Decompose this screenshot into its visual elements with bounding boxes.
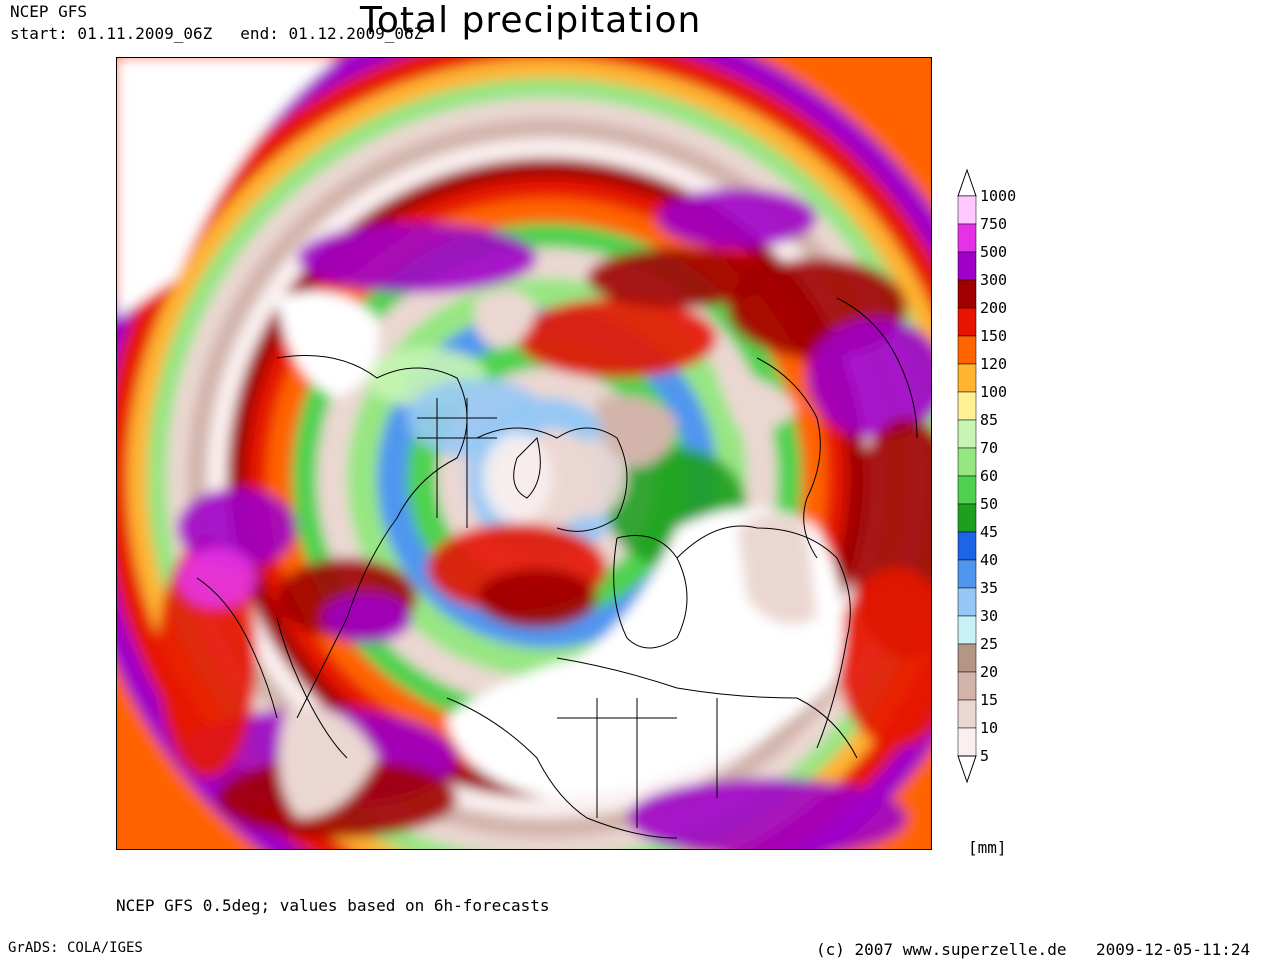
map-title: Total precipitation — [360, 0, 702, 41]
legend-label: 100 — [980, 383, 1007, 401]
legend-swatch — [957, 223, 977, 253]
legend-label: 500 — [980, 243, 1007, 261]
dry-region-south — [279, 706, 377, 818]
legend-swatch — [957, 699, 977, 729]
end-time: end: 01.12.2009_06Z — [240, 24, 424, 43]
coastline — [676, 525, 851, 749]
dry-region-pacific — [277, 291, 379, 398]
dry-corner — [117, 58, 337, 318]
legend-unit: [mm] — [968, 838, 1007, 857]
legend-label: 45 — [980, 523, 998, 541]
legend-label: 120 — [980, 355, 1007, 373]
legend-label: 60 — [980, 467, 998, 485]
legend-label: 50 — [980, 495, 998, 513]
legend-label: 35 — [980, 579, 998, 597]
legend-swatch — [957, 419, 977, 449]
coastlines — [196, 297, 918, 839]
legend-label: 10 — [980, 719, 998, 737]
legend-label: 40 — [980, 551, 998, 569]
start-time: start: 01.11.2009_06Z — [10, 24, 213, 43]
coastline — [613, 535, 688, 649]
legend-label: 200 — [980, 299, 1007, 317]
coastline — [417, 398, 497, 528]
legend-swatch — [957, 615, 977, 645]
timestamp: 2009-12-05-11:24 — [1096, 940, 1251, 959]
precip-cell — [517, 298, 717, 378]
precip-cell — [657, 188, 817, 248]
legend-swatch — [957, 503, 977, 533]
legend-swatch — [957, 195, 977, 225]
coastline — [556, 657, 858, 759]
legend-label: 1000 — [980, 187, 1016, 205]
legend-label: 15 — [980, 691, 998, 709]
legend-swatch — [957, 727, 977, 757]
legend-swatch — [957, 251, 977, 281]
legend-swatch — [957, 559, 977, 589]
legend-label: 85 — [980, 411, 998, 429]
copyright: (c) 2007 www.superzelle.de — [816, 940, 1067, 959]
legend-swatch — [957, 475, 977, 505]
legend-label: 300 — [980, 271, 1007, 289]
coastline — [276, 617, 348, 759]
legend-label: 30 — [980, 607, 998, 625]
coastline — [756, 357, 821, 559]
precip-cell — [587, 248, 767, 308]
legend-swatch — [957, 307, 977, 337]
legend-label: 750 — [980, 215, 1007, 233]
dry-region-asia — [737, 513, 817, 625]
coastline — [196, 577, 278, 719]
color-legend: 1000 750 500 300 200 150 120 100 85 70 60 50 45 40 35 3… — [957, 168, 1016, 784]
model-name: NCEP GFS — [10, 2, 88, 21]
legend-swatch — [957, 391, 977, 421]
legend-swatch — [957, 587, 977, 617]
coastline — [446, 697, 678, 839]
coastline — [276, 355, 468, 719]
legend-label: 20 — [980, 663, 998, 681]
legend-swatch — [957, 279, 977, 309]
precipitation-map — [116, 57, 932, 850]
legend-label: 25 — [980, 635, 998, 653]
software-credit: GrADS: COLA/IGES — [8, 940, 143, 956]
footnote: NCEP GFS 0.5deg; values based on 6h-fore… — [116, 896, 550, 915]
precip-cell — [177, 488, 297, 568]
coastline — [513, 437, 541, 499]
dry-region-siberia — [717, 376, 797, 431]
coastline — [476, 427, 628, 532]
coastline — [836, 297, 918, 439]
legend-label: 5 — [980, 747, 989, 765]
legend-swatch — [957, 531, 977, 561]
legend-label: 150 — [980, 327, 1007, 345]
legend-swatch — [957, 671, 977, 701]
coastline — [557, 698, 718, 828]
legend-arrow-bottom — [957, 755, 977, 784]
precip-cell — [477, 568, 597, 628]
precip-cell — [837, 568, 931, 748]
precip-cell — [322, 593, 412, 643]
legend-swatch — [957, 335, 977, 365]
legend-swatch — [957, 643, 977, 673]
precip-cell — [177, 548, 257, 608]
precip-cell — [627, 778, 907, 849]
precip-cell — [297, 223, 537, 293]
legend-swatch — [957, 447, 977, 477]
polar-projection-map — [117, 58, 931, 849]
legend-arrow-top — [957, 168, 977, 197]
period-info: start: 01.11.2009_06Z end: 01.12.2009_06Z — [10, 24, 451, 43]
greenland-dry — [597, 395, 677, 468]
dry-region-north — [474, 290, 537, 348]
legend-label: 70 — [980, 439, 998, 457]
precip-cell — [807, 318, 931, 438]
precipitation-field — [117, 58, 931, 849]
precip-cell — [547, 438, 627, 518]
precip-cell — [482, 433, 552, 523]
legend-swatch — [957, 363, 977, 393]
